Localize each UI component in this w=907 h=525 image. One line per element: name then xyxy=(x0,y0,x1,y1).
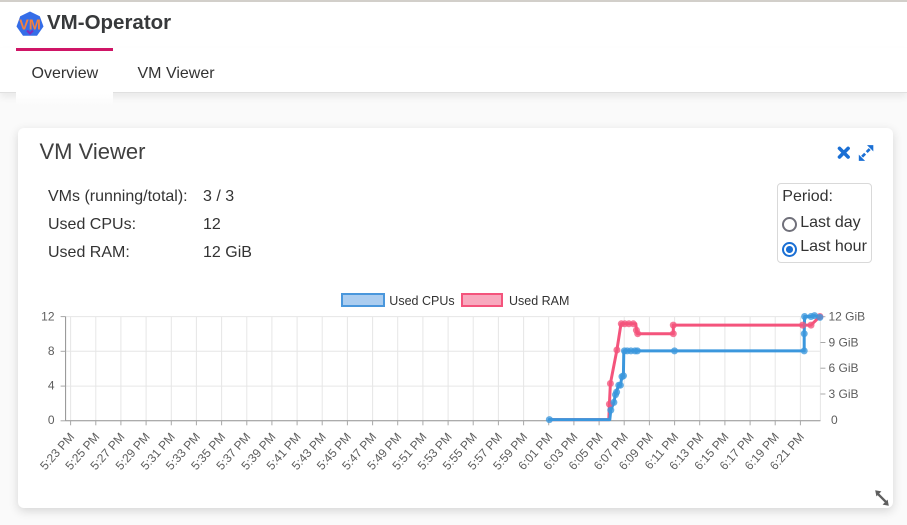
svg-text:4: 4 xyxy=(48,378,55,392)
svg-text:3 GiB: 3 GiB xyxy=(829,387,859,401)
svg-text:12 GiB: 12 GiB xyxy=(829,310,866,324)
svg-text:12: 12 xyxy=(41,310,55,324)
svg-text:9 GiB: 9 GiB xyxy=(829,336,859,350)
svg-text:0: 0 xyxy=(831,413,838,427)
svg-text:8: 8 xyxy=(48,344,55,358)
svg-text:VM: VM xyxy=(19,18,41,34)
svg-text:6 GiB: 6 GiB xyxy=(829,361,859,375)
svg-text:0: 0 xyxy=(48,413,55,427)
